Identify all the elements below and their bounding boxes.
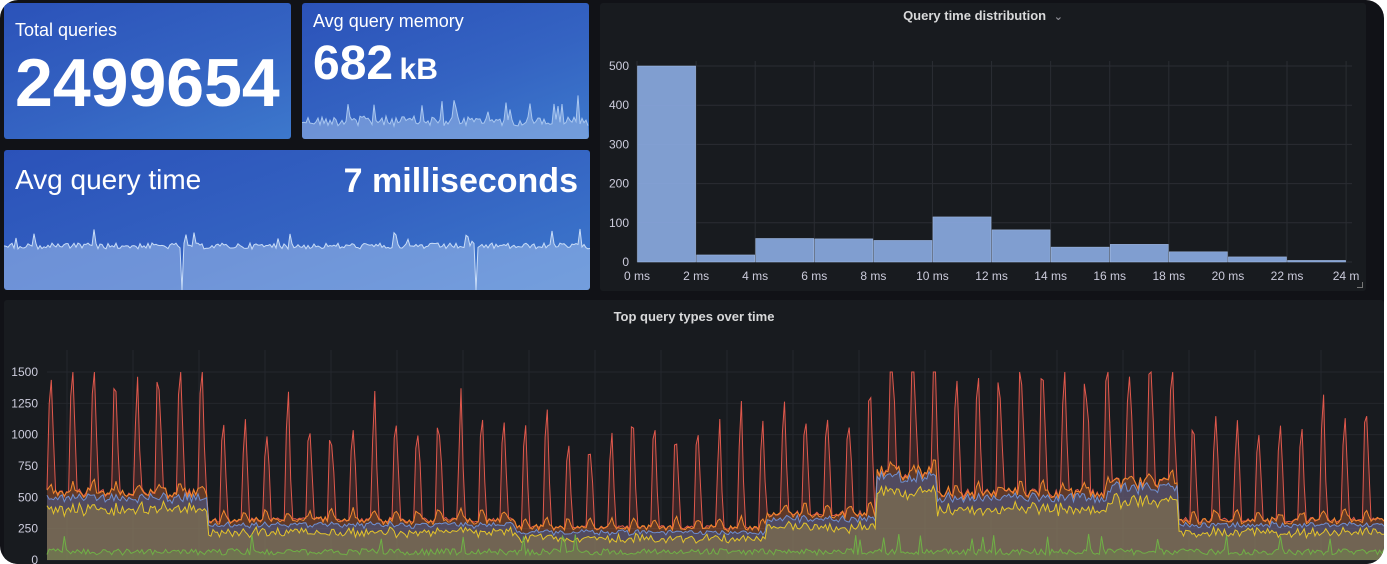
- histogram-bar[interactable]: [932, 216, 992, 263]
- y-tick-label: 400: [609, 98, 629, 112]
- x-tick-label: 10 ms: [916, 269, 949, 283]
- avg-time-panel[interactable]: Avg query time 7 milliseconds: [4, 150, 590, 290]
- y-tick-label: 1500: [11, 365, 38, 379]
- y-tick-label: 500: [609, 59, 629, 73]
- x-tick-label: 0 ms: [624, 269, 650, 283]
- series-line-green[interactable]: [46, 533, 1384, 557]
- x-tick-label: 2 ms: [683, 269, 709, 283]
- y-tick-label: 500: [18, 490, 38, 504]
- top-query-types-panel[interactable]: Top query types over time 1500 1250 1000 75…: [4, 300, 1384, 564]
- avg-memory-value: 682: [313, 37, 394, 90]
- y-tick-label: 0: [622, 255, 629, 269]
- histogram-bar[interactable]: [1287, 260, 1346, 263]
- histogram-bar[interactable]: [873, 240, 933, 263]
- timeseries-title: Top query types over time: [613, 309, 775, 324]
- series-line-blue[interactable]: [46, 468, 1384, 537]
- series-line-blue-fill: [47, 470, 1384, 560]
- x-tick-label: 16 ms: [1093, 269, 1126, 283]
- x-tick-label: 24 m: [1333, 269, 1360, 283]
- total-queries-label: Total queries: [15, 20, 118, 40]
- series-line-orange[interactable]: [46, 459, 1384, 534]
- histogram-bar[interactable]: [1169, 251, 1228, 263]
- chevron-down-icon[interactable]: ⌄: [1053, 11, 1063, 23]
- total-queries-value: 2499654: [15, 45, 280, 121]
- avg-memory-sparkline: [302, 95, 589, 139]
- y-tick-label: 200: [609, 177, 629, 191]
- avg-time-label: Avg query time: [15, 164, 202, 195]
- histogram-bar[interactable]: [755, 238, 815, 263]
- histogram-chart: 500 400 300 200 100 00 ms 2 ms 4 ms 6 ms 8 ms 10 m…: [609, 59, 1360, 283]
- histogram-title-row[interactable]: Query time distribution ⌄: [600, 8, 1366, 23]
- avg-memory-label: Avg query memory: [313, 11, 464, 31]
- x-tick-label: 20 ms: [1212, 269, 1245, 283]
- query-time-distribution-panel[interactable]: Query time distribution ⌄ 500 400 300 200 10…: [600, 3, 1366, 291]
- histogram-bar[interactable]: [814, 238, 874, 263]
- y-tick-label: 1250: [11, 396, 38, 410]
- x-tick-label: 22 ms: [1271, 269, 1304, 283]
- avg-memory-value-group: 682 kB: [313, 37, 438, 102]
- avg-time-sparkline: [4, 228, 590, 290]
- y-tick-label: 750: [18, 459, 38, 473]
- y-tick-label: 250: [18, 522, 38, 536]
- y-tick-label: 300: [609, 137, 629, 151]
- avg-time-value: 7 milliseconds: [343, 162, 578, 200]
- x-tick-label: 6 ms: [801, 269, 827, 283]
- timeseries-chart: 1500 1250 1000 750 500 250 0: [11, 350, 1384, 564]
- histogram-bar[interactable]: [1228, 256, 1287, 263]
- avg-memory-unit: kB: [399, 53, 438, 86]
- y-tick-label: 100: [609, 216, 629, 230]
- series-line-yellow[interactable]: [46, 484, 1384, 544]
- histogram-title: Query time distribution: [903, 8, 1047, 23]
- x-tick-label: 14 ms: [1034, 269, 1067, 283]
- y-tick-label: 0: [31, 553, 38, 564]
- x-tick-label: 8 ms: [860, 269, 886, 283]
- x-tick-label: 12 ms: [975, 269, 1008, 283]
- avg-memory-panel[interactable]: Avg query memory 682 kB: [302, 3, 589, 139]
- histogram-bar[interactable]: [1109, 244, 1169, 263]
- histogram-bar[interactable]: [991, 229, 1051, 263]
- total-queries-panel[interactable]: Total queries 2499654: [4, 3, 291, 139]
- histogram-bar[interactable]: [696, 254, 755, 263]
- histogram-bar[interactable]: [1050, 246, 1110, 263]
- x-tick-label: 4 ms: [742, 269, 768, 283]
- histogram-bar[interactable]: [637, 65, 696, 263]
- y-tick-label: 1000: [11, 428, 38, 442]
- resize-handle-icon[interactable]: [1357, 282, 1363, 288]
- x-tick-label: 18 ms: [1152, 269, 1185, 283]
